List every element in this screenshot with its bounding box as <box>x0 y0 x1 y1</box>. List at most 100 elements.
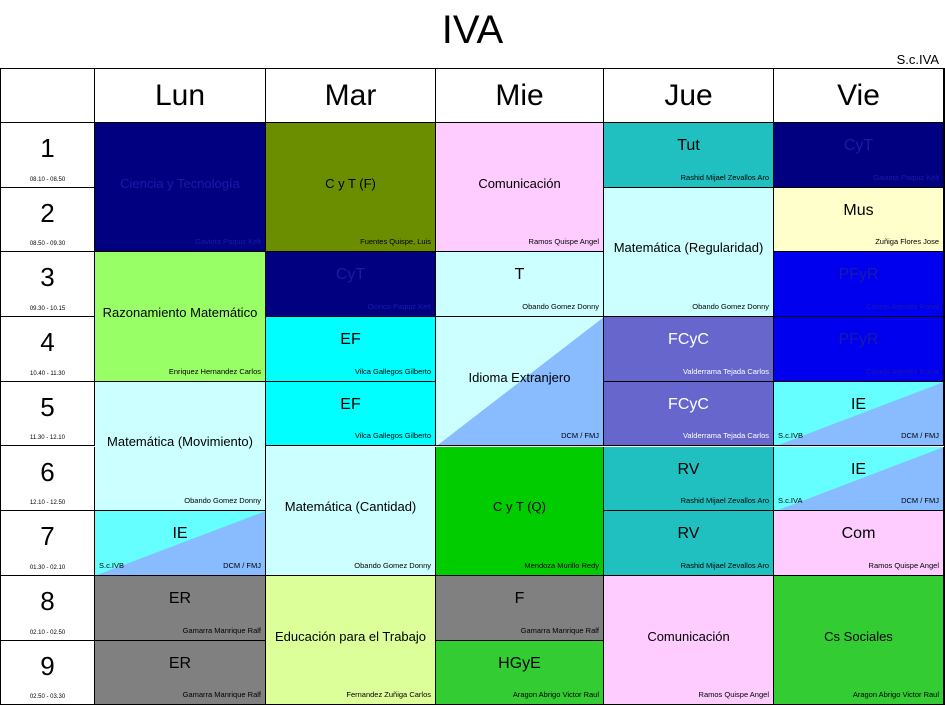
lesson-cell[interactable]: Com Ramos Quispe Angel <box>774 511 944 576</box>
lesson-subject: IE <box>172 525 188 543</box>
lesson-teacher: Valderrama Tejada Carlos <box>682 431 769 441</box>
lesson-cell[interactable]: IE DCM / FMJ S.c.IVA <box>774 446 944 512</box>
period-time: 08.10 - 08.50 <box>29 176 66 183</box>
period-time: 01.30 - 02.10 <box>29 564 66 571</box>
period-cell: 5 11.30 - 12.10 <box>1 381 95 447</box>
lesson-cell[interactable]: Comunicación Ramos Quispe Angel <box>436 123 604 253</box>
lesson-cell[interactable]: Idioma Extranjero DCM / FMJ <box>436 317 604 447</box>
day-header: Vie <box>774 69 944 123</box>
lesson-teacher: Fernandez Zuñiga Carlos <box>346 690 431 700</box>
lesson-teacher: DCM / FMJ <box>561 431 599 441</box>
lesson-teacher: Conejo Arentes Ronal <box>866 302 939 312</box>
period-cell: 6 12.10 - 12.50 <box>1 446 95 512</box>
lesson-cell[interactable]: ER Gamarra Manrique Ralf <box>95 575 266 641</box>
lesson-teacher: Gamarra Manrique Ralf <box>182 625 261 635</box>
period-number: 4 <box>40 327 55 358</box>
lesson-teacher: Obando Gomez Donny <box>522 302 599 312</box>
lesson-teacher: Obando Gomez Donny <box>692 302 769 312</box>
lesson-subject: F <box>514 589 525 607</box>
lesson-cell[interactable]: Mus Zuñiga Flores Jose <box>774 187 944 253</box>
lesson-cell[interactable]: FCyC Valderrama Tejada Carlos <box>604 381 774 447</box>
lesson-teacher: DCM / FMJ <box>223 560 261 570</box>
lesson-cell[interactable]: CyT Gaviota Paquiz Kelt <box>774 123 944 188</box>
period-time: 10.40 - 11.30 <box>30 370 65 377</box>
lesson-teacher: Ramos Quispe Angel <box>868 560 939 570</box>
lesson-cell[interactable]: RV Rashid Mijael Zevallos Aro <box>604 511 774 576</box>
lesson-teacher: Valderrama Tejada Carlos <box>682 366 769 376</box>
lesson-subject: FCyC <box>668 331 709 349</box>
period-time: 08.50 - 09.30 <box>29 241 66 248</box>
lesson-subject: EF <box>340 395 361 413</box>
period-time: 12.10 - 12.50 <box>29 500 66 507</box>
lesson-cell[interactable]: Matemática (Regularidad) Obando Gomez Don… <box>604 187 774 318</box>
lesson-teacher: Ramos Quispe Angel <box>698 690 769 700</box>
period-cell: 2 08.50 - 09.30 <box>1 187 95 253</box>
lesson-subject: RV <box>677 460 700 478</box>
lesson-cell[interactable]: Cs Sociales Aragon Abrigo Victor Raul <box>774 575 944 706</box>
lesson-cell[interactable]: HGyE Aragon Abrigo Victor Raul <box>436 640 604 706</box>
lesson-cell[interactable]: EF Vilca Gallegos Gilberto <box>266 317 436 382</box>
lesson-teacher: Rashid Mijael Zevallos Aro <box>680 172 769 182</box>
lesson-teacher: Gamarra Manrique Ralf <box>520 625 599 635</box>
split-background <box>776 446 943 511</box>
period-number: 6 <box>40 456 55 487</box>
period-number: 7 <box>40 521 55 552</box>
lesson-cell[interactable]: EF Vilca Gallegos Gilberto <box>266 381 436 447</box>
lesson-room: S.c.IVA <box>778 496 803 506</box>
period-cell: 9 02.50 - 03.30 <box>1 640 95 706</box>
period-number: 5 <box>40 391 55 422</box>
lesson-cell[interactable]: IE DCM / FMJ S.c.IVB <box>95 511 266 576</box>
lesson-cell[interactable]: Educación para el Trabajo Fernandez Zuñig… <box>266 575 436 706</box>
lesson-cell[interactable]: F Gamarra Manrique Ralf <box>436 575 604 641</box>
lesson-cell[interactable]: Matemática (Cantidad) Obando Gomez Donny <box>266 446 436 576</box>
lesson-teacher: Rashid Mijael Zevallos Aro <box>680 560 769 570</box>
period-number: 2 <box>40 197 55 228</box>
period-number: 9 <box>40 650 55 681</box>
lesson-teacher: Vilca Gallegos Gilberto <box>354 431 431 441</box>
lesson-subject: ER <box>168 589 192 607</box>
lesson-cell[interactable]: ER Gamarra Manrique Ralf <box>95 640 266 706</box>
timetable-grid: Lun Mar Mie Jue Vie 1 08.10 - 08.50 2 08.50 - 09… <box>0 68 945 706</box>
lesson-subject: Matemática (Regularidad) <box>613 240 764 256</box>
lesson-teacher: DCM / FMJ <box>901 496 939 506</box>
lesson-subject: ER <box>168 654 192 672</box>
period-cell: 4 10.40 - 11.30 <box>1 317 95 382</box>
lesson-cell[interactable]: C y T (F) Fuentes Quispe, Luis <box>266 123 436 253</box>
lesson-teacher: Mendoza Murillo Redy <box>524 560 599 570</box>
lesson-cell[interactable]: Tut Rashid Mijael Zevallos Aro <box>604 123 774 188</box>
page-title: IVA <box>441 8 504 52</box>
lesson-subject: PFyR <box>838 266 879 284</box>
lesson-teacher: Aragon Abrigo Victor Raul <box>512 690 599 700</box>
lesson-cell[interactable]: RV Rashid Mijael Zevallos Aro <box>604 446 774 512</box>
lesson-room: S.c.IVB <box>778 431 804 441</box>
lesson-cell[interactable]: PFyR Conejo Arentes Ronal <box>774 317 944 382</box>
period-cell: 8 02.10 - 02.50 <box>1 575 95 641</box>
period-time: 02.10 - 02.50 <box>29 629 66 636</box>
lesson-cell[interactable]: PFyR Conejo Arentes Ronal <box>774 252 944 318</box>
lesson-cell[interactable]: C y T (Q) Mendoza Murillo Redy <box>436 446 604 576</box>
lesson-cell[interactable]: Comunicación Ramos Quispe Angel <box>604 575 774 706</box>
lesson-subject: FCyC <box>668 395 709 413</box>
lesson-subject: RV <box>677 525 700 543</box>
lesson-subject: Matemática (Movimiento) <box>107 434 253 450</box>
lesson-subject: Comunicación <box>478 175 561 191</box>
lesson-teacher: Gaviota Paquiz Kelt <box>195 237 261 247</box>
period-cell: 7 01.30 - 02.10 <box>1 511 95 576</box>
lesson-teacher: Conejo Arentes Ronal <box>866 366 939 376</box>
lesson-subject: Matemática (Cantidad) <box>284 499 417 515</box>
lesson-cell[interactable]: T Obando Gomez Donny <box>436 252 604 318</box>
lesson-teacher: Obando Gomez Donny <box>184 496 261 506</box>
lesson-cell[interactable]: Razonamiento Matemático Enriquez Hernande… <box>95 252 266 382</box>
lesson-cell[interactable]: FCyC Valderrama Tejada Carlos <box>604 317 774 382</box>
lesson-subject: C y T (Q) <box>493 499 546 515</box>
lesson-cell[interactable]: IE DCM / FMJ S.c.IVB <box>774 381 944 447</box>
day-header: Mar <box>266 69 436 123</box>
lesson-teacher: Rashid Mijael Zevallos Aro <box>680 496 769 506</box>
lesson-subject: Razonamiento Matemático <box>102 305 258 321</box>
period-time: 02.50 - 03.30 <box>29 694 66 701</box>
lesson-cell[interactable]: CyT Ocinco Paquiz Kelt <box>266 252 436 318</box>
lesson-teacher: Zuñiga Flores Jose <box>875 237 939 247</box>
lesson-cell[interactable]: Matemática (Movimiento) Obando Gomez Donn… <box>95 381 266 512</box>
lesson-cell[interactable]: Ciencia y Tecnología Gaviota Paquiz Kelt <box>95 123 266 253</box>
lesson-teacher: Obando Gomez Donny <box>354 560 431 570</box>
